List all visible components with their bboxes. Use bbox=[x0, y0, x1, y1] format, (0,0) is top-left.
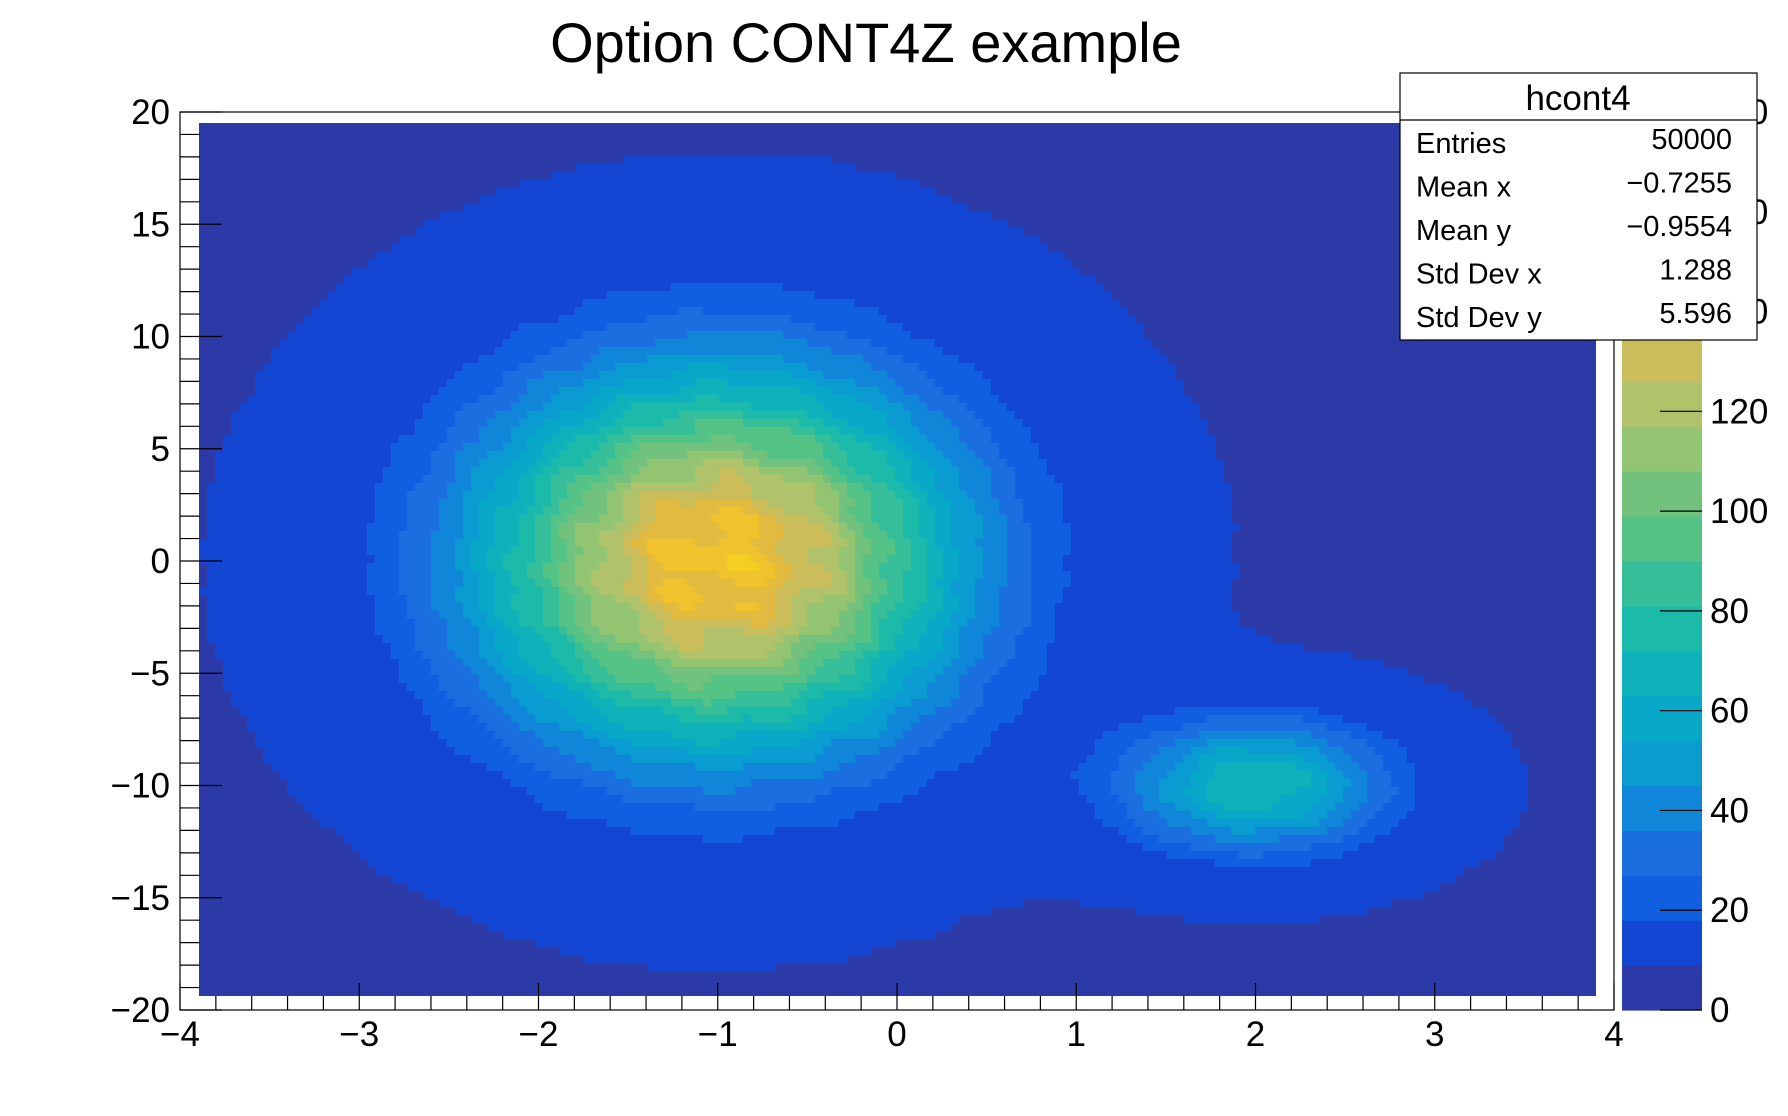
color-scale-band bbox=[1622, 381, 1702, 427]
stats-label: Entries bbox=[1416, 128, 1506, 160]
y-axis: −20 −15 −10 −5 0 5 10 15 20 bbox=[111, 93, 222, 1030]
x-tick-label: 4 bbox=[1604, 1015, 1623, 1054]
stats-label: Std Dev y bbox=[1416, 302, 1542, 334]
x-tick-label: 0 bbox=[887, 1015, 906, 1054]
color-scale-band bbox=[1622, 785, 1702, 831]
x-axis: −4 −3 −2 −1 0 1 2 3 4 bbox=[160, 983, 1624, 1054]
y-tick-label: 10 bbox=[131, 318, 170, 357]
color-scale-band bbox=[1622, 875, 1702, 921]
color-scale-band bbox=[1622, 920, 1702, 966]
x-tick-label: 2 bbox=[1246, 1015, 1265, 1054]
stats-value: 50000 bbox=[1651, 124, 1732, 156]
color-scale-band bbox=[1622, 650, 1702, 697]
z-tick-label: 80 bbox=[1710, 592, 1749, 631]
color-scale-band bbox=[1622, 830, 1702, 876]
color-scale-band bbox=[1622, 561, 1702, 607]
y-tick-label: −20 bbox=[111, 991, 170, 1030]
stats-title: hcont4 bbox=[1525, 79, 1630, 118]
color-scale-band bbox=[1622, 965, 1702, 1011]
y-tick-label: −10 bbox=[111, 767, 170, 806]
color-scale-band bbox=[1622, 426, 1702, 472]
stats-label: Mean x bbox=[1416, 172, 1512, 204]
stats-value: 5.596 bbox=[1659, 298, 1732, 330]
y-tick-label: 15 bbox=[131, 205, 170, 244]
z-tick-label: 0 bbox=[1710, 991, 1729, 1030]
x-tick-label: 1 bbox=[1067, 1015, 1086, 1054]
color-scale-band bbox=[1622, 336, 1702, 382]
x-tick-label: −1 bbox=[698, 1015, 738, 1054]
y-tick-label: −5 bbox=[130, 654, 170, 693]
stats-value: 1.288 bbox=[1659, 255, 1732, 287]
y-tick-label: 20 bbox=[131, 93, 170, 132]
y-tick-label: 5 bbox=[151, 430, 170, 469]
stats-panel bbox=[1399, 72, 1758, 341]
x-tick-label: −2 bbox=[519, 1015, 559, 1054]
chart-title: Option CONT4Z example bbox=[550, 11, 1182, 74]
color-scale-band bbox=[1622, 516, 1702, 562]
stats-value: −0.7255 bbox=[1626, 168, 1732, 200]
z-tick-label: 100 bbox=[1710, 492, 1768, 531]
z-tick-label: 120 bbox=[1710, 392, 1768, 431]
color-scale-band bbox=[1622, 740, 1702, 787]
y-tick-label: 0 bbox=[151, 542, 170, 581]
contour-fill bbox=[199, 155, 1528, 972]
stats-label: Mean y bbox=[1416, 215, 1512, 247]
z-tick-label: 40 bbox=[1710, 791, 1749, 830]
stats-label: Std Dev x bbox=[1416, 259, 1542, 291]
z-tick-label: 20 bbox=[1710, 891, 1749, 930]
color-scale-band bbox=[1622, 471, 1702, 517]
stats-box: hcont4 Entries 50000 Mean x −0.7255 Mean y −0.… bbox=[1399, 72, 1758, 341]
x-tick-label: 3 bbox=[1425, 1015, 1444, 1054]
plot-area bbox=[179, 111, 1615, 1011]
z-tick-label: 60 bbox=[1710, 692, 1749, 731]
stats-value: −0.9554 bbox=[1626, 211, 1732, 243]
color-scale-band bbox=[1622, 695, 1702, 742]
x-tick-label: −4 bbox=[160, 1015, 200, 1054]
color-scale-band bbox=[1622, 605, 1702, 652]
y-tick-label: −15 bbox=[111, 879, 170, 918]
x-tick-label: −3 bbox=[339, 1015, 379, 1054]
